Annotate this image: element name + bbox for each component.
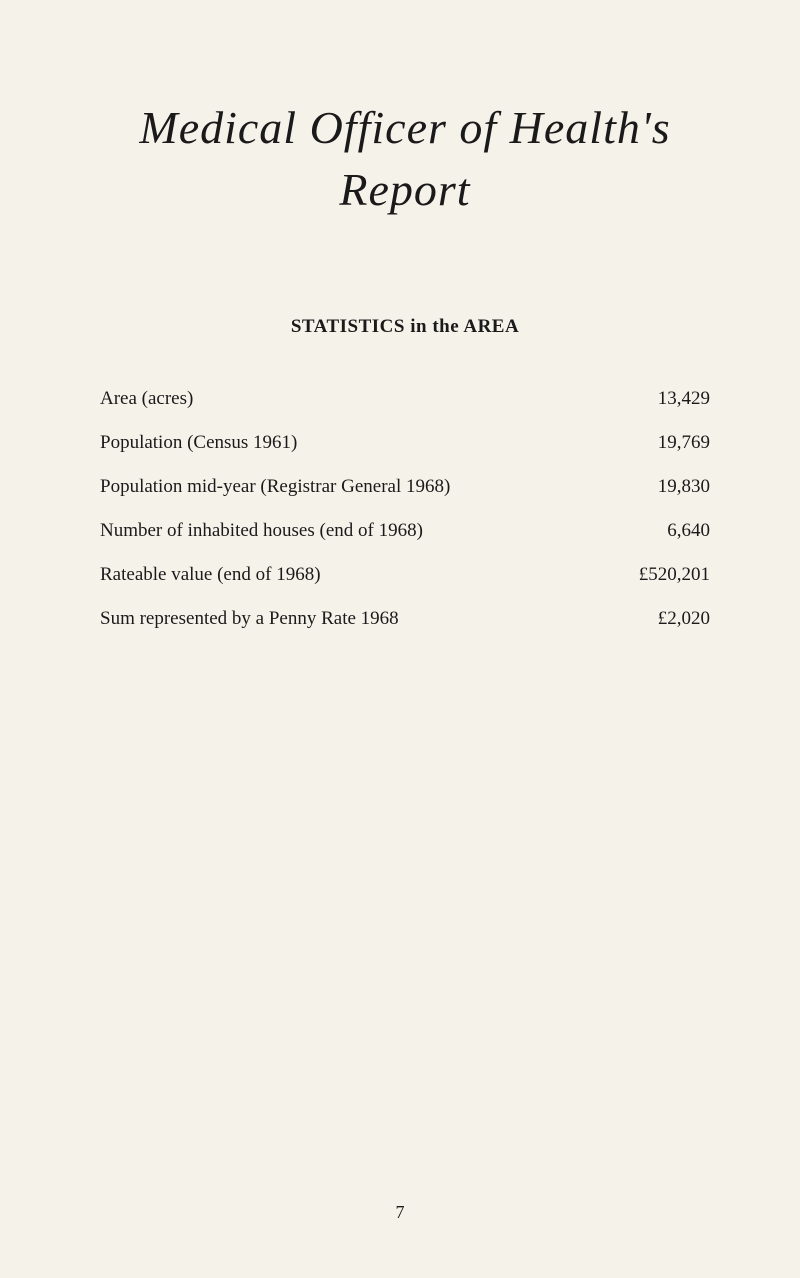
statistics-table: Area (acres) 13,429 Population (Census 1… <box>100 388 710 630</box>
stat-label: Population (Census 1961) <box>100 432 590 454</box>
heading-part4: AREA <box>463 316 519 337</box>
heading-part1: STATISTICS <box>291 316 405 337</box>
page-number: 7 <box>396 1202 405 1223</box>
stat-label: Population mid-year (Registrar General 1… <box>100 476 590 498</box>
stat-value: 19,769 <box>590 432 710 454</box>
title-line1: Medical Officer of Health's <box>100 100 710 155</box>
heading-part3: the <box>432 316 459 337</box>
table-row: Population (Census 1961) 19,769 <box>100 432 710 454</box>
stat-label: Area (acres) <box>100 388 590 410</box>
title-container: Medical Officer of Health's Report <box>100 100 710 216</box>
table-row: Sum represented by a Penny Rate 1968 £2,… <box>100 608 710 630</box>
table-row: Number of inhabited houses (end of 1968)… <box>100 520 710 542</box>
stat-label: Number of inhabited houses (end of 1968) <box>100 520 590 542</box>
heading-part2: in <box>410 316 427 337</box>
stat-value: £520,201 <box>590 564 710 586</box>
stat-value: 19,830 <box>590 476 710 498</box>
table-row: Rateable value (end of 1968) £520,201 <box>100 564 710 586</box>
section-heading: STATISTICS in the AREA <box>100 316 710 338</box>
stat-label: Sum represented by a Penny Rate 1968 <box>100 608 590 630</box>
stat-value: £2,020 <box>590 608 710 630</box>
stat-label: Rateable value (end of 1968) <box>100 564 590 586</box>
table-row: Area (acres) 13,429 <box>100 388 710 410</box>
title-line2: Report <box>100 163 710 216</box>
table-row: Population mid-year (Registrar General 1… <box>100 476 710 498</box>
stat-value: 13,429 <box>590 388 710 410</box>
stat-value: 6,640 <box>590 520 710 542</box>
